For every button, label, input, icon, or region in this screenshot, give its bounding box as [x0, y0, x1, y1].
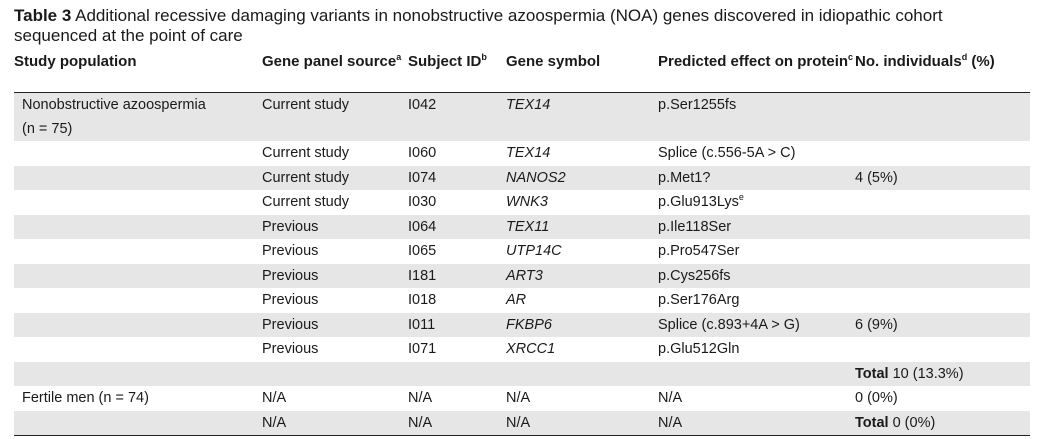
cell-source: Previous — [262, 341, 319, 357]
cell-count — [855, 190, 1030, 215]
cell-source: Previous — [262, 292, 319, 308]
table-row: Current study I030 WNK3 p.Glu913Lyse — [14, 190, 1030, 215]
cell-total-fertile: Total 0 (0%) — [855, 410, 1030, 436]
cell-source: Current study — [262, 145, 350, 161]
cell-subject-id: I064 — [408, 214, 506, 239]
table-row: Fertile men (n = 74) N/A N/A N/A N/A 0 (… — [14, 386, 1030, 411]
cell-source: Previous — [262, 263, 408, 288]
cell-count — [855, 288, 1030, 313]
cell-subject-id: N/A — [408, 410, 506, 436]
cell-subject-id: I181 — [408, 263, 506, 288]
cell-count — [855, 263, 1030, 288]
table-row: Previous I181 ART3 p.Cys256fs — [14, 263, 1030, 288]
cell-source: Current study — [262, 92, 408, 141]
cell-gene: TEX11 — [506, 214, 658, 239]
header-predicted-effect: Predicted effect on proteinc — [658, 53, 855, 93]
cell-effect: Splice (c.893+4A > G) — [658, 312, 855, 337]
cell-source: Current study — [262, 165, 408, 190]
cell-source: Previous — [262, 214, 408, 239]
header-row: Study population Gene panel sourcea Subj… — [14, 53, 1030, 93]
table-title: Additional recessive damaging variants i… — [14, 6, 943, 45]
header-study-population: Study population — [14, 54, 262, 93]
cell-subject-id: I071 — [408, 341, 437, 357]
cell-source: N/A — [262, 390, 287, 406]
cell-count — [855, 239, 1030, 264]
cell-effect: p.Ser1255fs — [658, 92, 855, 141]
cell-subject-id: I065 — [408, 243, 437, 259]
cell-source: Previous — [262, 312, 408, 337]
cell-gene: WNK3 — [506, 194, 548, 210]
cell-subject-id: I011 — [408, 312, 506, 337]
group-noa: Nonobstructive azoospermia (n = 75) — [14, 92, 262, 141]
table-row: Previous I065 UTP14C p.Pro547Ser — [14, 239, 1030, 264]
cell-source: Current study — [262, 194, 350, 210]
cell-count — [855, 214, 1030, 239]
cell-total-noa: Total 10 (13.3%) — [855, 361, 1030, 386]
cell-gene: N/A — [506, 410, 658, 436]
table-row: Previous I064 TEX11 p.Ile118Ser — [14, 214, 1030, 239]
table-row: Nonobstructive azoospermia (n = 75) Curr… — [14, 92, 1030, 141]
cell-effect: p.Met1? — [658, 165, 855, 190]
cell-gene: XRCC1 — [506, 341, 556, 357]
cell-gene: TEX14 — [506, 145, 551, 161]
cell-count: 4 (5%) — [855, 165, 1030, 190]
cell-subject-id: I074 — [408, 165, 506, 190]
total-row-noa: Total 10 (13.3%) — [14, 361, 1030, 386]
header-subject-id: Subject IDb — [408, 53, 506, 93]
variants-table: Study population Gene panel sourcea Subj… — [14, 53, 1030, 436]
cell-subject-id: I060 — [408, 145, 437, 161]
cell-effect: p.Glu512Gln — [658, 341, 740, 357]
cell-gene: ART3 — [506, 263, 658, 288]
cell-effect: p.Pro547Ser — [658, 243, 740, 259]
cell-effect: p.Ser176Arg — [658, 292, 740, 308]
cell-effect: p.Glu913Lyse — [658, 192, 744, 211]
cell-count — [855, 92, 1030, 141]
cell-count — [855, 337, 1030, 362]
table-row: Previous I018 AR p.Ser176Arg — [14, 288, 1030, 313]
cell-gene: NANOS2 — [506, 165, 658, 190]
cell-count: 6 (9%) — [855, 312, 1030, 337]
total-row-fertile: N/A N/A N/A N/A Total 0 (0%) — [14, 410, 1030, 436]
table-row: Current study I060 TEX14 Splice (c.556-5… — [14, 141, 1030, 166]
cell-effect: p.Cys256fs — [658, 263, 855, 288]
cell-gene: TEX14 — [506, 92, 658, 141]
cell-count — [855, 141, 1030, 166]
cell-effect: Splice (c.556-5A > C) — [658, 145, 796, 161]
cell-subject-id: N/A — [408, 390, 433, 406]
cell-effect: N/A — [658, 410, 855, 436]
header-no-individuals: No. individualsd (%) — [855, 53, 1030, 93]
group-fertile: Fertile men (n = 74) — [22, 390, 149, 406]
table-row: Previous I071 XRCC1 p.Glu512Gln — [14, 337, 1030, 362]
cell-gene: FKBP6 — [506, 312, 658, 337]
table-label: Table 3 — [14, 6, 72, 25]
cell-effect: N/A — [658, 390, 683, 406]
cell-subject-id: I018 — [408, 292, 437, 308]
cell-gene: N/A — [506, 390, 531, 406]
table-row: Previous I011 FKBP6 Splice (c.893+4A > G… — [14, 312, 1030, 337]
header-gene-panel-source: Gene panel sourcea — [262, 53, 408, 93]
cell-subject-id: I042 — [408, 92, 506, 141]
cell-gene: AR — [506, 292, 527, 308]
cell-count: 0 (0%) — [855, 390, 898, 406]
cell-source: N/A — [262, 410, 408, 436]
table-caption: Table 3 Additional recessive damaging va… — [14, 6, 1030, 46]
header-gene-symbol: Gene symbol — [506, 54, 658, 93]
cell-effect: p.Ile118Ser — [658, 214, 855, 239]
cell-gene: UTP14C — [506, 243, 562, 259]
table-row: Current study I074 NANOS2 p.Met1? 4 (5%) — [14, 165, 1030, 190]
cell-subject-id: I030 — [408, 194, 437, 210]
cell-source: Previous — [262, 243, 319, 259]
